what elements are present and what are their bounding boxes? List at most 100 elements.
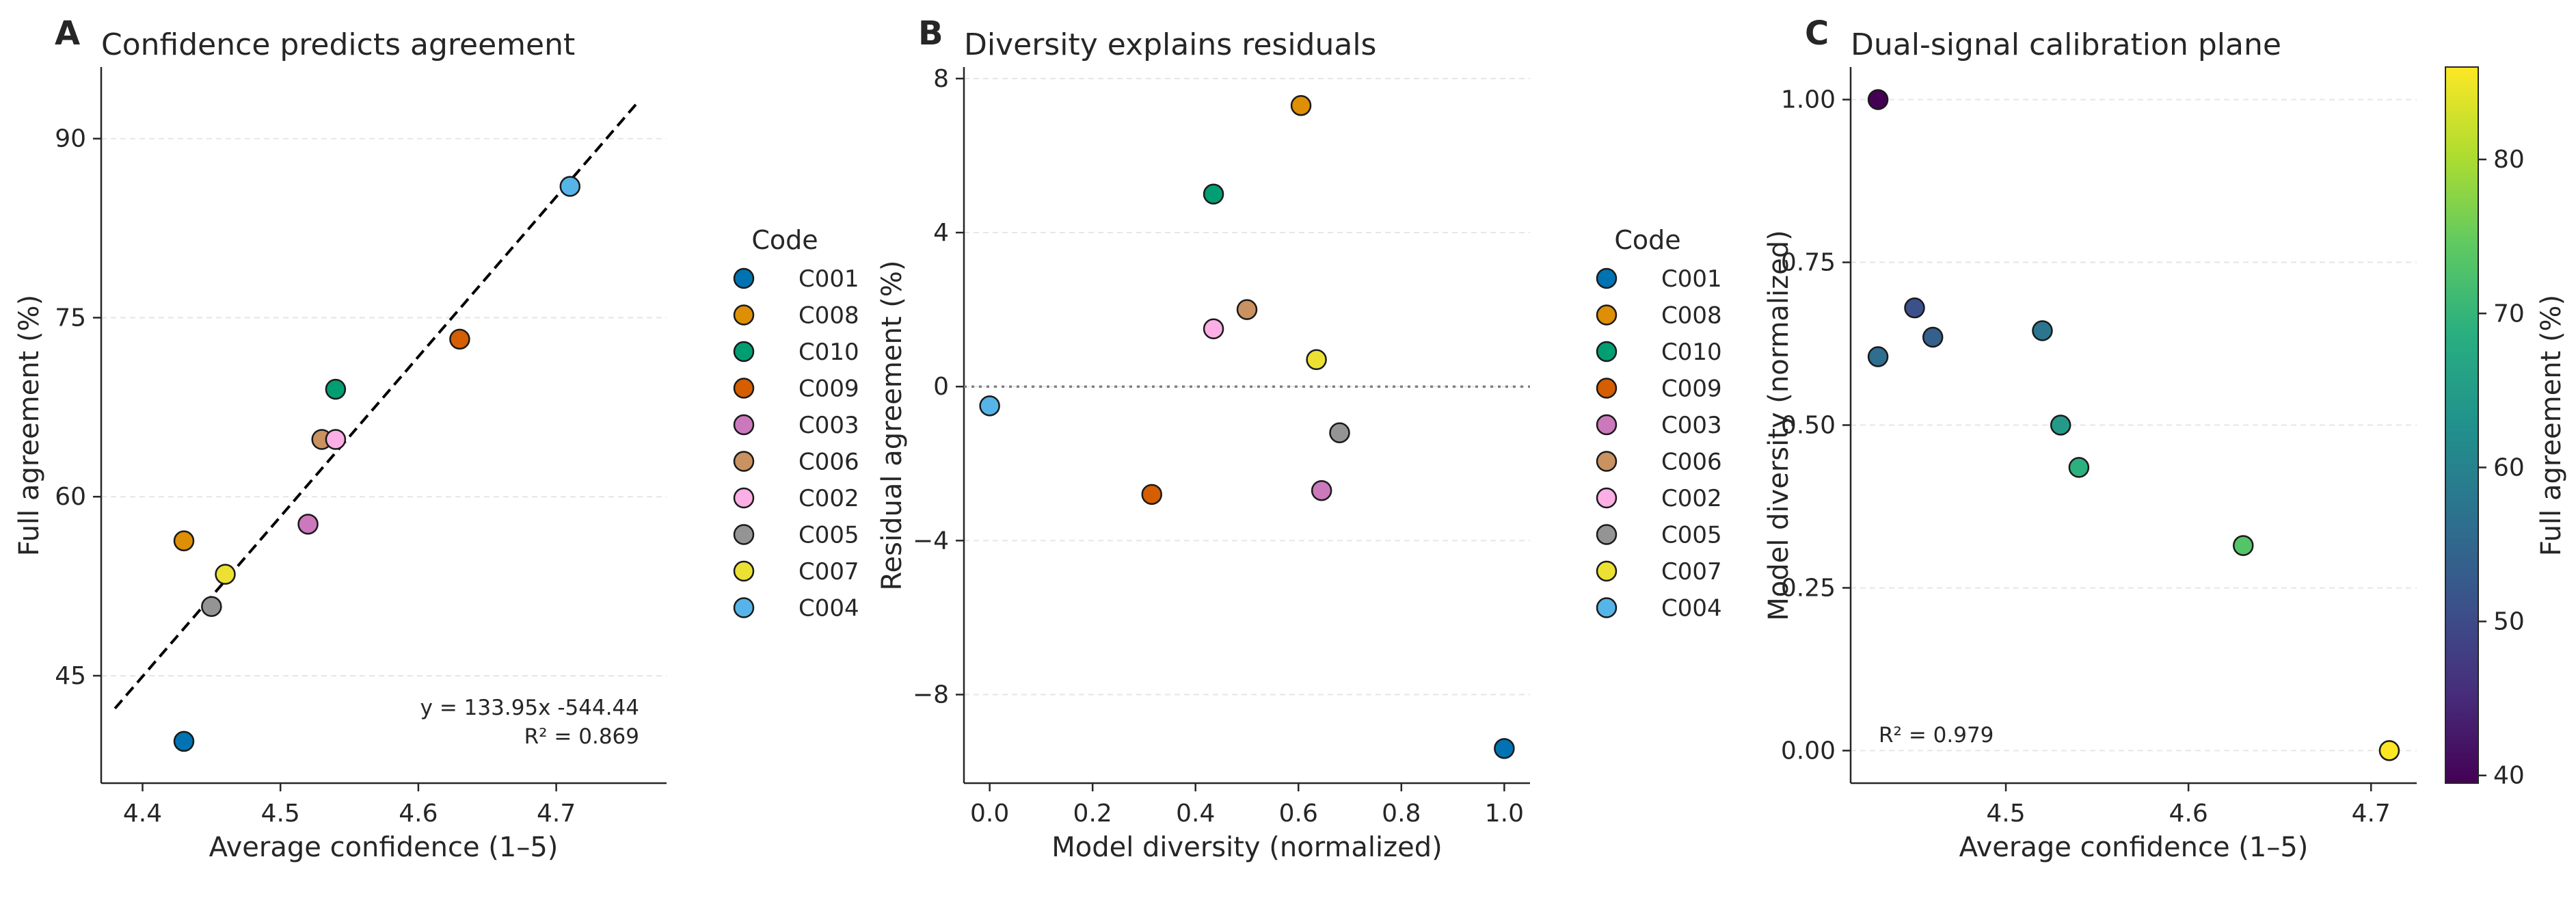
legend-label-c004: C004 bbox=[799, 595, 859, 622]
panel-b-title: Diversity explains residuals bbox=[964, 27, 1376, 62]
legend-marker-c008 bbox=[1596, 304, 1618, 326]
point-c005 bbox=[201, 596, 222, 617]
panel-b-xtick-label: 0.6 bbox=[1279, 800, 1318, 828]
legend-label-c001: C001 bbox=[1661, 265, 1722, 293]
legend-marker-c006 bbox=[1596, 451, 1618, 472]
point-c-1 bbox=[1867, 89, 1889, 110]
colorbar-tick-label: 60 bbox=[2493, 453, 2525, 482]
colorbar-tick-label: 40 bbox=[2493, 762, 2525, 790]
legend-marker-c001 bbox=[1596, 267, 1618, 289]
legend-marker-c004 bbox=[1596, 597, 1618, 618]
panel-a-r2: R² = 0.869 bbox=[524, 724, 639, 749]
point-c010 bbox=[1203, 183, 1224, 205]
panel-c-ytick-label: 1.00 bbox=[1781, 86, 1836, 114]
legend-marker-c004 bbox=[733, 597, 755, 618]
colorbar-tick-label: 50 bbox=[2493, 608, 2525, 636]
legend-label-c009: C009 bbox=[799, 376, 859, 403]
panel-a-ytick-label: 45 bbox=[55, 662, 86, 690]
legend-marker-c007 bbox=[1596, 560, 1618, 582]
panel-a-xlabel: Average confidence (1–5) bbox=[209, 832, 559, 863]
panel-a-xtick-label: 4.5 bbox=[261, 800, 300, 828]
legend-b: Code C001 C008 C010 C009 C003 C006 C002 C005 C00… bbox=[1596, 225, 1722, 622]
panel-a-xtick-label: 4.4 bbox=[123, 800, 162, 828]
legend-marker-c008 bbox=[733, 304, 755, 326]
legend-label-c005: C005 bbox=[799, 522, 859, 549]
legend-marker-c010 bbox=[733, 341, 755, 363]
legend-label-c001: C001 bbox=[799, 265, 859, 293]
panel-c-r2: R² = 0.979 bbox=[1879, 723, 1994, 748]
panel-b-label: B bbox=[918, 14, 943, 53]
point-c004 bbox=[979, 395, 1000, 417]
point-c007 bbox=[1306, 349, 1327, 371]
colorbar-tick-label: 80 bbox=[2493, 146, 2525, 174]
panel-c-xtick-label: 4.5 bbox=[1986, 800, 2025, 828]
point-c008 bbox=[1290, 95, 1312, 116]
legend-b-title: Code bbox=[1614, 225, 1680, 255]
legend-label-c010: C010 bbox=[1661, 339, 1722, 366]
legend-label-c004: C004 bbox=[1661, 595, 1722, 622]
legend-marker-c002 bbox=[1596, 487, 1618, 509]
panel-b-xtick-label: 0.8 bbox=[1382, 800, 1421, 828]
panel-c: 0.00 0.25 0.50 0.75 1.00 4.5 4.6 4.7 R² = 0.979… bbox=[1763, 67, 2417, 863]
legend-label-c003: C003 bbox=[799, 412, 859, 439]
point-c-7 bbox=[2068, 457, 2090, 478]
legend-label-c007: C007 bbox=[799, 558, 859, 585]
panel-b-ytick-label: 0 bbox=[933, 373, 949, 401]
point-c010 bbox=[325, 378, 347, 400]
panel-a-fit-line bbox=[113, 100, 641, 710]
point-c-3 bbox=[1922, 326, 1944, 348]
colorbar-label: Full agreement (%) bbox=[2536, 295, 2567, 556]
point-c003 bbox=[1311, 479, 1332, 501]
panel-a: 45 60 75 90 4.4 4.5 4.6 4.7 y = 133.95x -544.44… bbox=[14, 67, 667, 863]
panel-a-label: A bbox=[55, 14, 80, 53]
panel-a-ytick-label: 60 bbox=[55, 483, 86, 511]
panel-b-xlabel: Model diversity (normalized) bbox=[1051, 832, 1443, 863]
panel-b-ytick-label: −4 bbox=[913, 527, 949, 555]
legend-label-c003: C003 bbox=[1661, 412, 1722, 439]
panel-b-xtick-label: 0.2 bbox=[1073, 800, 1112, 828]
panel-a-ytick-label: 75 bbox=[55, 304, 86, 332]
panel-b-ylabel: Residual agreement (%) bbox=[876, 261, 908, 591]
panel-c-ylabel: Model diversity (normalized) bbox=[1763, 230, 1795, 621]
legend-marker-c009 bbox=[1596, 378, 1618, 399]
panel-b-ytick-label: 4 bbox=[933, 219, 949, 247]
panel-b-xtick-label: 0.4 bbox=[1176, 800, 1215, 828]
legend-a-title: Code bbox=[751, 225, 818, 255]
point-c002 bbox=[1203, 318, 1224, 340]
panel-a-xtick-label: 4.6 bbox=[399, 800, 438, 828]
point-c006 bbox=[1236, 299, 1258, 320]
point-c009 bbox=[1141, 484, 1162, 505]
panel-c-xtick-label: 4.7 bbox=[2352, 800, 2391, 828]
point-c-4 bbox=[1867, 346, 1889, 367]
panel-b-ytick-label: 8 bbox=[933, 65, 949, 93]
panel-b-ytick-label: −8 bbox=[913, 681, 949, 709]
point-c005 bbox=[1329, 422, 1350, 444]
panel-c-ytick-label: 0.25 bbox=[1781, 574, 1836, 602]
legend-label-c006: C006 bbox=[799, 449, 859, 476]
legend-label-c005: C005 bbox=[1661, 522, 1722, 549]
panel-a-xtick-label: 4.7 bbox=[537, 800, 576, 828]
legend-label-c008: C008 bbox=[1661, 302, 1722, 330]
colorbar-tick-label: 70 bbox=[2493, 300, 2525, 328]
panel-c-label: C bbox=[1805, 14, 1829, 53]
point-c-2 bbox=[1904, 297, 1925, 319]
legend-marker-c001 bbox=[733, 267, 755, 289]
panel-a-ytick-label: 90 bbox=[55, 125, 86, 153]
panel-c-ytick-label: 0.75 bbox=[1781, 249, 1836, 277]
point-c008 bbox=[173, 530, 195, 552]
panel-c-ytick-label: 0.00 bbox=[1781, 737, 1836, 765]
point-c009 bbox=[449, 328, 470, 350]
point-c-6 bbox=[2050, 414, 2071, 436]
point-c-5 bbox=[2032, 320, 2053, 341]
legend-label-c008: C008 bbox=[799, 302, 859, 330]
legend-marker-c003 bbox=[1596, 414, 1618, 436]
legend-marker-c005 bbox=[1596, 524, 1618, 545]
point-c007 bbox=[215, 564, 236, 585]
legend-marker-c006 bbox=[733, 451, 755, 472]
point-c004 bbox=[559, 176, 581, 197]
legend-label-c009: C009 bbox=[1661, 376, 1722, 403]
legend-label-c002: C002 bbox=[799, 485, 859, 512]
colorbar-gradient bbox=[2445, 66, 2479, 784]
panel-c-xlabel: Average confidence (1–5) bbox=[1959, 832, 2309, 863]
panel-c-title: Dual-signal calibration plane bbox=[1851, 27, 2281, 62]
